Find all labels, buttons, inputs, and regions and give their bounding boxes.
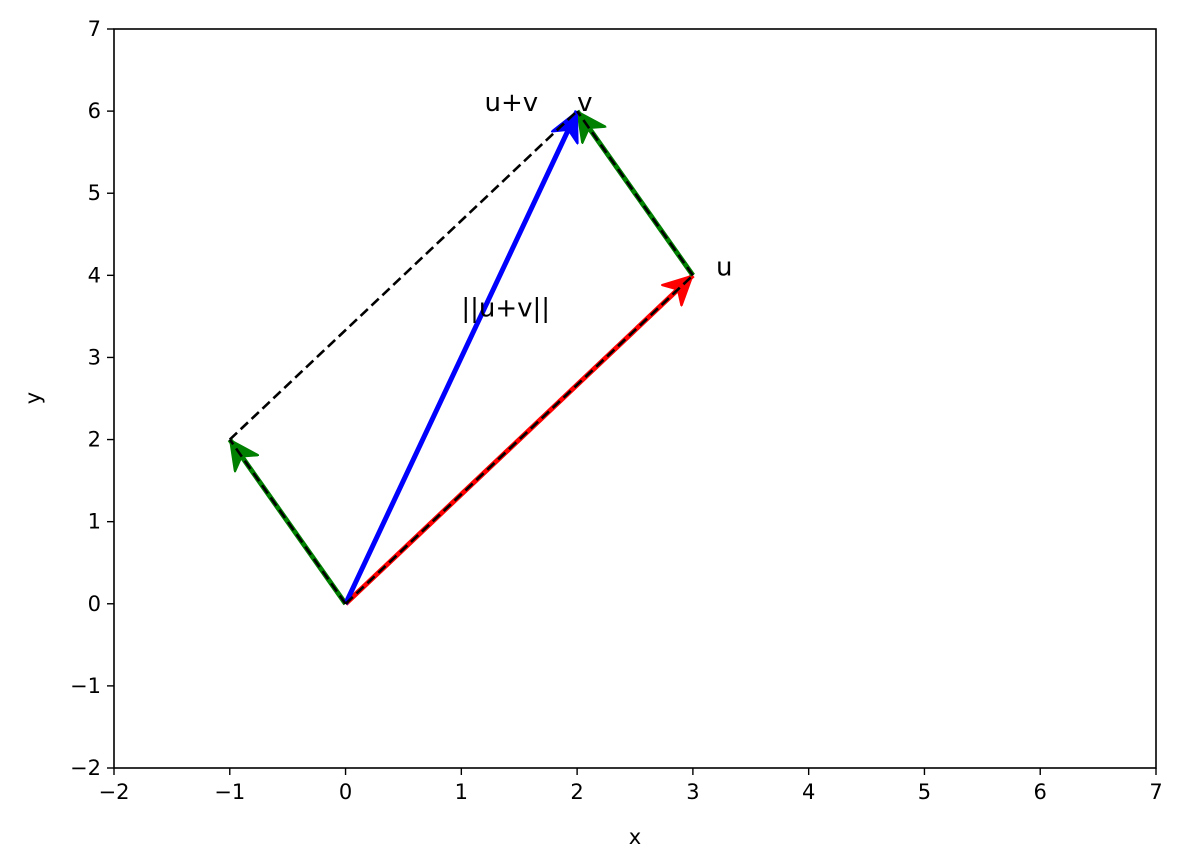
x-tick-label: −2 [99, 780, 130, 804]
x-tick-label: −1 [214, 780, 245, 804]
y-tick-label: 2 [88, 428, 101, 452]
x-tick-label: 7 [1149, 780, 1162, 804]
annotation-label-1: v [577, 88, 592, 118]
dashed-line-layer [228, 110, 694, 605]
dashed-line-1 [344, 274, 694, 605]
annotation-label-2: u+v [484, 88, 538, 118]
annotation-layer: u v u+v ||u+v|| [461, 88, 732, 323]
y-tick-label: 7 [88, 17, 101, 41]
y-tick-label: −2 [70, 756, 101, 780]
x-tick-label: 4 [802, 780, 815, 804]
y-tick-label: 0 [88, 592, 101, 616]
y-tick-label: 6 [88, 99, 101, 123]
x-tick-label: 1 [455, 780, 468, 804]
tick-layer: −2 −1 0 1 2 3 4 5 6 7 −2 −1 0 1 2 3 4 5 6 7 [70, 17, 1163, 804]
dashed-line-0 [228, 110, 579, 441]
x-tick-label: 3 [686, 780, 699, 804]
y-axis-label: y [21, 392, 45, 404]
y-tick-label: 4 [88, 263, 101, 287]
x-tick-label: 5 [918, 780, 931, 804]
y-tick-label: 5 [88, 181, 101, 205]
y-tick-label: −1 [70, 674, 101, 698]
x-tick-label: 2 [570, 780, 583, 804]
x-tick-label: 6 [1034, 780, 1047, 804]
y-tick-label: 1 [88, 510, 101, 534]
annotation-label-0: u [716, 252, 732, 282]
plot-background [114, 29, 1156, 768]
y-tick-label: 3 [88, 345, 101, 369]
vector-arrow-3 [343, 111, 580, 605]
dashed-line-2 [228, 438, 347, 605]
x-axis-label: x [629, 825, 641, 849]
x-tick-label: 0 [339, 780, 352, 804]
plot-frame [113, 28, 1157, 769]
dashed-line-3 [576, 110, 694, 277]
annotation-label-3: ||u+v|| [461, 293, 550, 323]
